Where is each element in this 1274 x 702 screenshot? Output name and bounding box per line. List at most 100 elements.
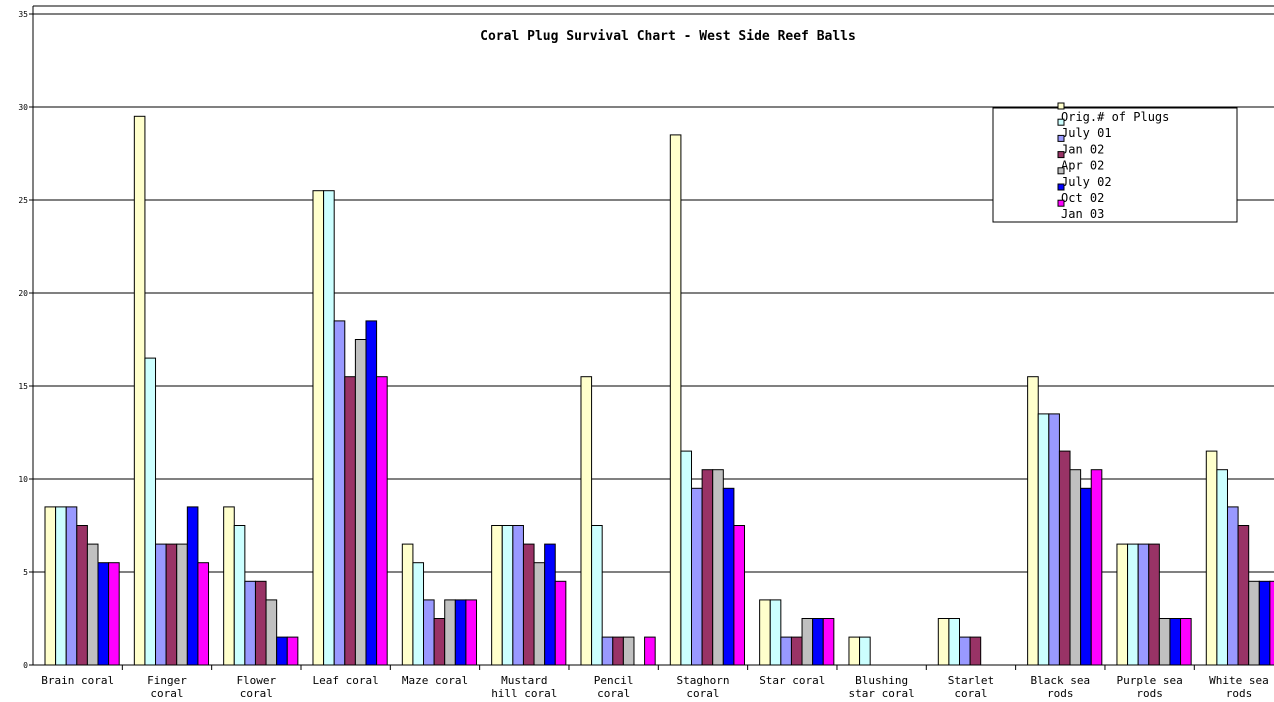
bar [848,636,861,666]
bar [1205,450,1218,666]
y-tick-label: 25 [18,196,28,205]
bar [1048,413,1060,666]
bar [1226,506,1239,666]
bar [801,618,814,666]
y-tick-label: 10 [18,475,28,484]
x-tick-label-line: coral [686,687,719,700]
bar [522,543,535,666]
bar [197,562,210,666]
y-tick-label: 20 [18,289,28,298]
bar [65,506,78,666]
bar [1158,618,1171,666]
bar [544,543,556,666]
bar [1127,543,1139,666]
bar [1269,580,1274,666]
bar [186,506,199,666]
x-tick-label: Maze coral [402,674,468,687]
bar [86,543,99,666]
x-tick-label: Pencil coral [594,674,634,700]
legend: Orig.# of Plugs July 01 Jan 02 Apr 02 July 0… [992,102,1238,223]
x-tick-label-line: Mustard [501,674,547,687]
bar [376,376,388,666]
bar [165,543,178,666]
bar [433,618,446,666]
bar [501,525,514,666]
legend-label: July 01 [1061,126,1112,140]
bar [622,636,635,666]
bar [959,636,971,666]
bar [401,543,414,666]
bar [1169,618,1182,666]
bar [1216,469,1228,666]
bar [669,134,682,666]
bar [1180,618,1192,666]
x-tick-label-line: Leaf coral [313,674,379,687]
x-tick-label-line: coral [597,687,630,700]
x-tick-label: Blushing star coral [849,674,915,700]
x-tick-label: Starlet coral [948,674,994,700]
bar [969,636,982,666]
bar [580,376,593,666]
bar [365,320,378,666]
bar [76,525,88,666]
bar [722,487,735,666]
x-tick-label-line: coral [240,687,273,700]
x-tick-label-line: rods [1136,687,1163,700]
bar [333,320,346,666]
x-tick-label-line: rods [1226,687,1253,700]
bar [769,599,782,666]
bar [533,562,546,666]
bar [790,636,803,666]
x-tick-label: Staghorn coral [676,674,729,700]
x-tick-label: Purple sea rods [1117,674,1183,700]
legend-label: Jan 03 [1061,207,1104,221]
gridlines [33,13,1274,573]
bar [444,599,456,666]
bar [244,580,256,666]
bar [1090,469,1103,666]
bar [759,599,771,666]
x-tick-label-line: Blushing [855,674,908,687]
bar [354,339,367,666]
bar [1080,487,1092,666]
legend-swatch [1057,151,1065,159]
bar [133,115,146,666]
bar [937,618,950,666]
x-tick-label-line: White sea [1209,674,1269,687]
bar [423,599,435,666]
bar [644,636,656,666]
bar [1148,543,1160,666]
legend-swatch [1057,134,1065,142]
y-tick-label: 5 [23,568,28,577]
bar [491,525,503,666]
y-tick-label: 30 [18,103,28,112]
bar [680,450,693,666]
bar [948,618,961,666]
bar [254,580,267,666]
x-tick-label: Leaf coral [313,674,379,687]
legend-label: Apr 02 [1061,159,1104,173]
x-tick-label: Mustard hill coral [491,674,557,700]
bar [412,562,425,666]
x-tick-label-line: Purple sea [1117,674,1183,687]
legend-label: Orig.# of Plugs [1061,110,1169,124]
bar [1058,450,1071,666]
bar [454,599,467,666]
bar [144,357,157,666]
bar [312,190,325,666]
bar [691,487,703,666]
bar [44,506,57,666]
bar [701,469,714,666]
chart-title: Coral Plug Survival Chart - West Side Re… [480,29,856,44]
x-tick-label-line: Brain coral [41,674,114,687]
x-tick-label: Star coral [759,674,825,687]
bar [512,525,524,666]
bar [554,580,567,666]
bar [1027,376,1039,666]
x-tick-label-line: Flower [236,674,276,687]
y-axis-ticks: 0 5 10 15 20 25 30 35 [18,10,33,670]
bar [822,618,835,666]
bar [223,506,235,666]
